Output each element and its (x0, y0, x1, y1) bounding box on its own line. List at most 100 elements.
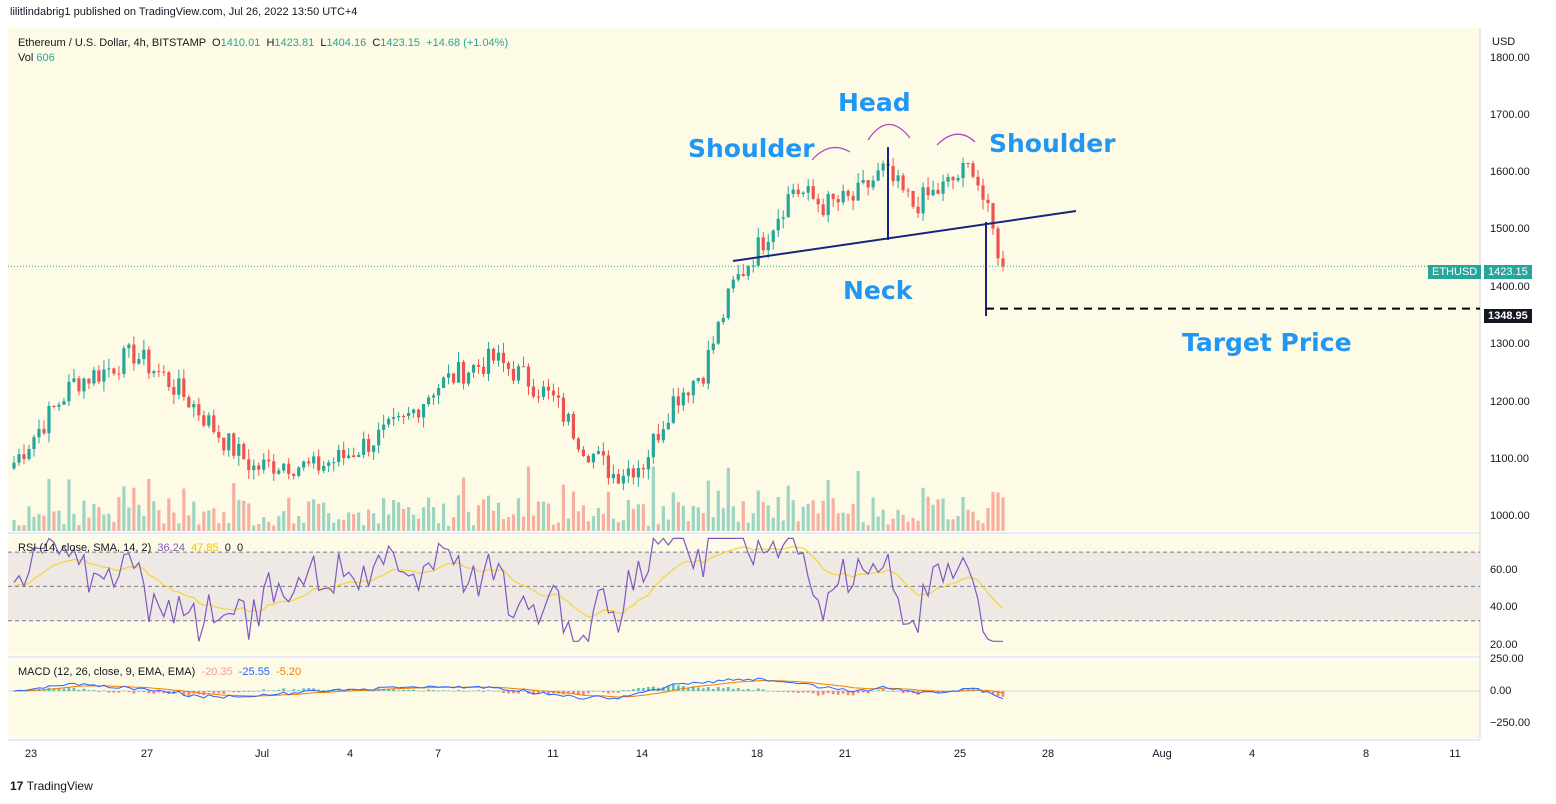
candle-body (776, 218, 780, 231)
candle-body (342, 449, 346, 458)
macd-histogram-bar (666, 685, 670, 691)
candle-body (491, 348, 496, 361)
macd-histogram-bar (656, 687, 660, 691)
macd-histogram-bar (482, 691, 485, 692)
macd-line (13, 677, 1004, 700)
volume-bar (656, 524, 660, 531)
candle-body (187, 397, 191, 408)
volume-bar (596, 507, 601, 531)
volume-bar (896, 509, 900, 531)
left-shoulder-arc (811, 146, 851, 161)
macd-histogram-bar (437, 690, 440, 692)
macd-histogram-bar (517, 691, 520, 694)
volume-bar (846, 513, 850, 531)
macd-histogram-bar (267, 690, 271, 692)
macd-histogram-bar (611, 691, 615, 693)
volume-bar (811, 500, 815, 531)
volume-bar (991, 491, 995, 531)
tradingview-logo[interactable]: 17 TradingView (10, 779, 93, 793)
volume-bar (117, 497, 121, 531)
candle-body (626, 468, 630, 476)
macd-histogram-bar (352, 689, 356, 691)
volume-bar (127, 507, 131, 531)
candle-body (831, 193, 835, 200)
volume-bar (62, 524, 66, 531)
candle-body (591, 453, 596, 463)
candle-body (407, 413, 411, 417)
macd-histogram-bar (616, 691, 620, 693)
candle-body (272, 461, 276, 474)
volume-bar (237, 499, 241, 531)
candle-body (981, 185, 985, 200)
volume-bar (516, 498, 521, 531)
volume-bar (407, 507, 411, 531)
volume-bar (52, 511, 56, 531)
volume-bar (362, 525, 366, 531)
price-tick: 1300.00 (1490, 338, 1530, 350)
volume-bar (721, 508, 725, 531)
volume-bar (157, 510, 161, 531)
macd-histogram-bar (916, 691, 920, 695)
volume-bar (167, 498, 171, 531)
candle-body (801, 192, 805, 195)
macd-histogram-bar (447, 690, 450, 692)
candle-body (606, 455, 610, 479)
candle-body (12, 462, 16, 469)
macd-histogram-bar (741, 689, 745, 691)
volume-bar (97, 507, 101, 531)
macd-histogram-bar (806, 691, 810, 693)
candle-body (876, 170, 880, 181)
macd-histogram-bar (522, 691, 525, 692)
candle-body (352, 455, 356, 458)
volume-bar (746, 522, 750, 531)
volume-bar (307, 501, 311, 531)
volume-bar (297, 516, 301, 531)
candle-body (247, 459, 251, 471)
volume-bar (332, 522, 336, 531)
candle-body (711, 343, 715, 351)
volume-bar (836, 513, 840, 531)
candle-body (362, 439, 366, 455)
volume-bar (606, 491, 610, 531)
macd-histogram-bar (382, 688, 386, 691)
symbol-header: Ethereum / U.S. Dollar, 4h, BITSTAMP O14… (18, 37, 509, 49)
rsi-sma-line (13, 545, 1004, 618)
date-tick: 8 (1362, 748, 1370, 760)
candle-body (531, 386, 536, 397)
candle-body (17, 454, 21, 463)
price-tick: 1600.00 (1490, 166, 1530, 178)
macd-histogram-bar (781, 691, 785, 692)
volume-bar (511, 514, 516, 531)
candle-body (641, 468, 645, 470)
macd-histogram-bar (621, 690, 625, 691)
date-tick: Aug (1152, 748, 1172, 760)
macd-histogram-bar (1001, 691, 1005, 697)
macd-histogram-bar (107, 691, 111, 693)
macd-histogram-bar (886, 691, 890, 692)
macd-histogram-bar (162, 691, 166, 694)
candle-body (726, 288, 730, 318)
macd-histogram-bar (856, 691, 860, 693)
volume-bar (327, 513, 331, 531)
volume-bar (771, 517, 775, 531)
volume-bar (322, 502, 326, 531)
candle-body (57, 404, 61, 407)
candle-body (476, 364, 481, 367)
macd-histogram-bar (861, 691, 865, 693)
candle-body (377, 429, 381, 446)
volume-bar (446, 525, 451, 531)
candle-body (162, 371, 166, 373)
candle-body (766, 242, 770, 251)
volume-bar (377, 523, 381, 531)
volume-bar (916, 520, 920, 531)
candle-body (82, 378, 86, 392)
macd-histogram-bar (322, 690, 326, 691)
volume-bar (636, 504, 640, 531)
macd-histogram-bar (961, 688, 965, 691)
candle-body (367, 439, 371, 452)
candle-body (416, 409, 421, 418)
volume-bar (342, 519, 346, 531)
volume-bar (267, 521, 271, 531)
macd-histogram-bar (337, 688, 341, 691)
